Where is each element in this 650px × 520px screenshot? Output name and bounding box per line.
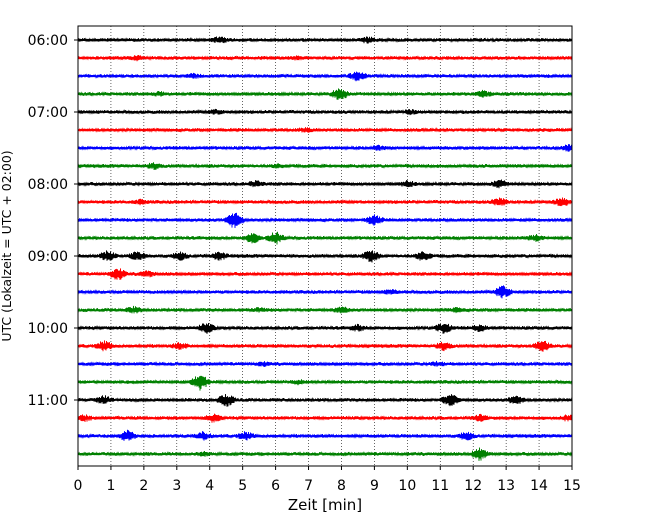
x-tick-label-14: 14 [530, 478, 548, 494]
trace-0845 [77, 231, 573, 245]
y-tick-label-5: 11:00 [28, 393, 68, 409]
x-tick-label-5: 5 [238, 478, 247, 494]
trace-0900 [77, 250, 573, 263]
x-tick-label-13: 13 [497, 478, 515, 494]
trace-0730 [77, 144, 573, 152]
vertical-gridlines [110, 26, 540, 466]
trace-0915 [77, 268, 573, 280]
seismic-traces [77, 36, 573, 461]
x-axis-label: Zeit [min] [288, 496, 362, 514]
y-tick-label-2: 08:00 [28, 177, 68, 193]
trace-1145 [77, 447, 573, 461]
x-tick-label-3: 3 [172, 478, 181, 494]
x-tick-label-7: 7 [304, 478, 313, 494]
x-tick-label-2: 2 [139, 478, 148, 494]
y-axis-label: UTC (Lokalzeit = UTC + 02:00) [0, 150, 14, 341]
x-tick-label-4: 4 [205, 478, 214, 494]
x-tick-label-10: 10 [398, 478, 416, 494]
y-tick-label-0: 06:00 [28, 33, 68, 49]
trace-0715 [77, 127, 573, 133]
trace-0830 [77, 212, 573, 229]
x-tick-label-11: 11 [431, 478, 449, 494]
trace-0945 [77, 305, 573, 314]
trace-0615 [77, 54, 573, 62]
y-tick-label-1: 07:00 [28, 105, 68, 121]
trace-0800 [77, 179, 573, 189]
x-tick-label-9: 9 [370, 478, 379, 494]
x-tick-label-8: 8 [337, 478, 346, 494]
y-tick-label-3: 09:00 [28, 249, 68, 265]
trace-0745 [77, 162, 573, 170]
y-axis-ticks: 06:00 07:00 08:00 09:00 10:00 11:00 [28, 33, 78, 409]
trace-1045 [77, 375, 573, 391]
trace-0815 [77, 197, 573, 207]
y-tick-label-4: 10:00 [28, 321, 68, 337]
trace-1115 [77, 413, 573, 423]
trace-1030 [77, 360, 573, 368]
x-tick-label-15: 15 [563, 478, 581, 494]
x-axis-ticks: 0 1 2 3 4 5 6 7 8 9 10 11 12 13 14 15 [74, 466, 581, 494]
trace-1015 [77, 340, 573, 352]
trace-0700 [77, 108, 573, 116]
x-tick-label-1: 1 [106, 478, 115, 494]
trace-0645 [77, 88, 573, 100]
plot-frame [77, 25, 573, 467]
trace-0930 [77, 285, 573, 299]
trace-1100 [77, 393, 573, 407]
trace-1000 [77, 323, 573, 334]
trace-0630 [77, 71, 573, 82]
x-tick-label-0: 0 [74, 478, 83, 494]
trace-0600 [77, 36, 573, 44]
x-tick-label-12: 12 [464, 478, 482, 494]
x-tick-label-6: 6 [271, 478, 280, 494]
trace-1130 [77, 429, 573, 441]
